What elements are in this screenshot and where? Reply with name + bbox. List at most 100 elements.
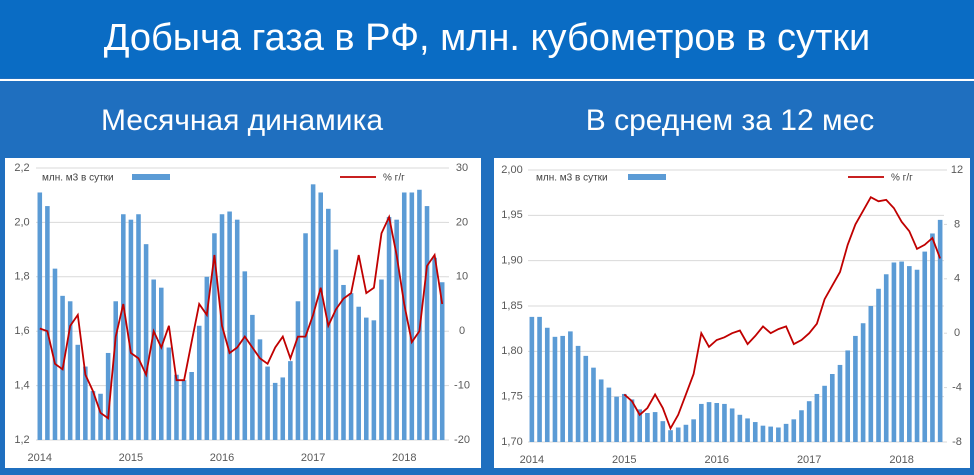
- bar: [529, 316, 535, 442]
- line-series: [39, 214, 444, 420]
- bar: [159, 287, 164, 440]
- bar: [806, 401, 812, 442]
- y2-tick-label: 4: [954, 273, 960, 285]
- x-tick-label: 2015: [119, 452, 143, 464]
- bar: [250, 314, 255, 440]
- bar: [280, 377, 286, 440]
- legend-label: % г/г: [383, 173, 405, 184]
- legend-swatch: [628, 174, 666, 180]
- y-tick-label: 1,70: [501, 436, 522, 448]
- bar: [814, 393, 820, 442]
- y-tick-label: 1,90: [501, 255, 522, 267]
- page-title: Добыча газа в РФ, млн. кубометров в сутк…: [104, 17, 871, 59]
- bar: [853, 335, 858, 442]
- bar: [568, 331, 573, 442]
- bar: [83, 366, 88, 440]
- x-tick-label: 2018: [392, 452, 416, 464]
- bar: [121, 214, 126, 440]
- line-series: [623, 195, 941, 431]
- bar: [356, 306, 361, 440]
- bar: [637, 409, 643, 442]
- bar: [52, 268, 58, 440]
- y-tick-label: 1,85: [501, 300, 522, 312]
- y2-tick-label: 20: [456, 216, 468, 228]
- bar: [706, 402, 712, 442]
- bar: [143, 244, 149, 440]
- bar: [318, 192, 323, 440]
- bar: [699, 403, 704, 442]
- bar: [401, 192, 407, 440]
- bar: [75, 344, 81, 440]
- bar: [837, 364, 843, 442]
- bar: [45, 206, 50, 440]
- bar: [891, 262, 897, 442]
- y2-tick-label: 8: [954, 218, 960, 230]
- y2-tick-label: -20: [454, 434, 470, 446]
- bar: [409, 192, 415, 440]
- bar: [645, 412, 650, 442]
- bar: [189, 372, 194, 440]
- bar: [379, 279, 384, 440]
- bar: [105, 352, 111, 440]
- bar: [552, 336, 558, 442]
- bar: [348, 293, 354, 440]
- bar: [591, 367, 596, 442]
- bar: [151, 279, 156, 440]
- bar: [760, 425, 766, 442]
- bar: [606, 387, 612, 442]
- bar: [90, 391, 96, 440]
- bar: [227, 211, 232, 440]
- legend-label: млн. м3 в сутки: [42, 173, 114, 184]
- bar: [128, 219, 134, 440]
- bar: [845, 350, 851, 442]
- x-tick-label: 2016: [704, 454, 728, 466]
- bar: [776, 427, 781, 442]
- y2-tick-label: 12: [951, 164, 963, 176]
- bar: [922, 251, 928, 442]
- y-tick-label: 1,8: [14, 271, 29, 283]
- bar: [544, 327, 550, 442]
- bar: [166, 347, 172, 440]
- bar: [799, 410, 804, 442]
- bar: [242, 271, 248, 440]
- x-tick-label: 2017: [301, 452, 325, 464]
- bar: [257, 339, 263, 440]
- bar: [560, 335, 565, 442]
- bar: [930, 233, 935, 442]
- bar: [98, 393, 103, 440]
- bar: [629, 399, 635, 442]
- bar: [113, 301, 118, 440]
- bar: [265, 366, 270, 440]
- bar: [288, 361, 293, 440]
- x-tick-label: 2018: [889, 454, 913, 466]
- bar: [424, 206, 430, 440]
- bar: [333, 249, 339, 440]
- bar: [876, 288, 881, 442]
- legend-label: млн. м3 в сутки: [536, 173, 608, 184]
- bar: [937, 219, 943, 442]
- y-tick-label: 2,00: [501, 164, 522, 176]
- y2-tick-label: 30: [456, 162, 468, 174]
- y2-tick-label: -4: [952, 382, 962, 394]
- y-tick-label: 1,6: [14, 325, 29, 337]
- bar: [829, 374, 835, 442]
- bar: [822, 385, 827, 442]
- bar: [783, 423, 789, 442]
- bar: [181, 380, 187, 440]
- bar: [675, 427, 681, 442]
- title-bar: [0, 0, 974, 78]
- legend-swatch: [132, 174, 170, 180]
- y2-tick-label: 0: [459, 325, 465, 337]
- bar: [432, 257, 437, 440]
- bar: [575, 345, 581, 442]
- bar: [364, 317, 369, 440]
- y-tick-label: 1,80: [501, 345, 522, 357]
- bar: [791, 419, 797, 442]
- y-tick-label: 1,2: [14, 434, 29, 446]
- x-tick-label: 2014: [28, 452, 52, 464]
- bar: [652, 412, 658, 442]
- bar: [914, 269, 920, 442]
- bar: [660, 421, 666, 442]
